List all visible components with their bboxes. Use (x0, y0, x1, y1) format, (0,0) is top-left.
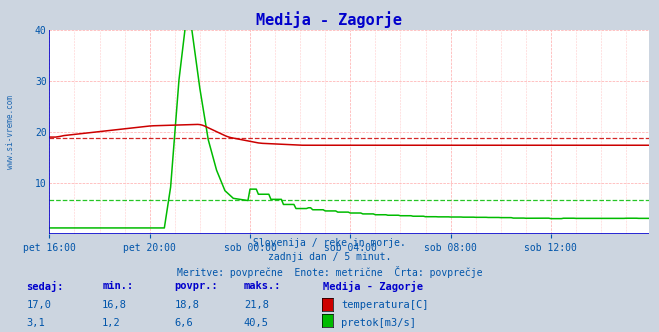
Text: 21,8: 21,8 (244, 300, 269, 310)
Text: 40,5: 40,5 (244, 318, 269, 328)
Text: zadnji dan / 5 minut.: zadnji dan / 5 minut. (268, 252, 391, 262)
Text: 18,8: 18,8 (175, 300, 200, 310)
Text: 1,2: 1,2 (102, 318, 121, 328)
Text: www.si-vreme.com: www.si-vreme.com (6, 95, 15, 169)
Text: 3,1: 3,1 (26, 318, 45, 328)
Text: Meritve: povprečne  Enote: metrične  Črta: povprečje: Meritve: povprečne Enote: metrične Črta:… (177, 266, 482, 278)
Text: min.:: min.: (102, 281, 133, 290)
Text: Slovenija / reke in morje.: Slovenija / reke in morje. (253, 238, 406, 248)
Text: 6,6: 6,6 (175, 318, 193, 328)
Text: Medija - Zagorje: Medija - Zagorje (256, 12, 403, 29)
Text: sedaj:: sedaj: (26, 281, 64, 291)
Text: 17,0: 17,0 (26, 300, 51, 310)
Text: povpr.:: povpr.: (175, 281, 218, 290)
Text: maks.:: maks.: (244, 281, 281, 290)
Text: pretok[m3/s]: pretok[m3/s] (341, 318, 416, 328)
Text: temperatura[C]: temperatura[C] (341, 300, 429, 310)
Text: 16,8: 16,8 (102, 300, 127, 310)
Text: Medija - Zagorje: Medija - Zagorje (323, 281, 423, 291)
